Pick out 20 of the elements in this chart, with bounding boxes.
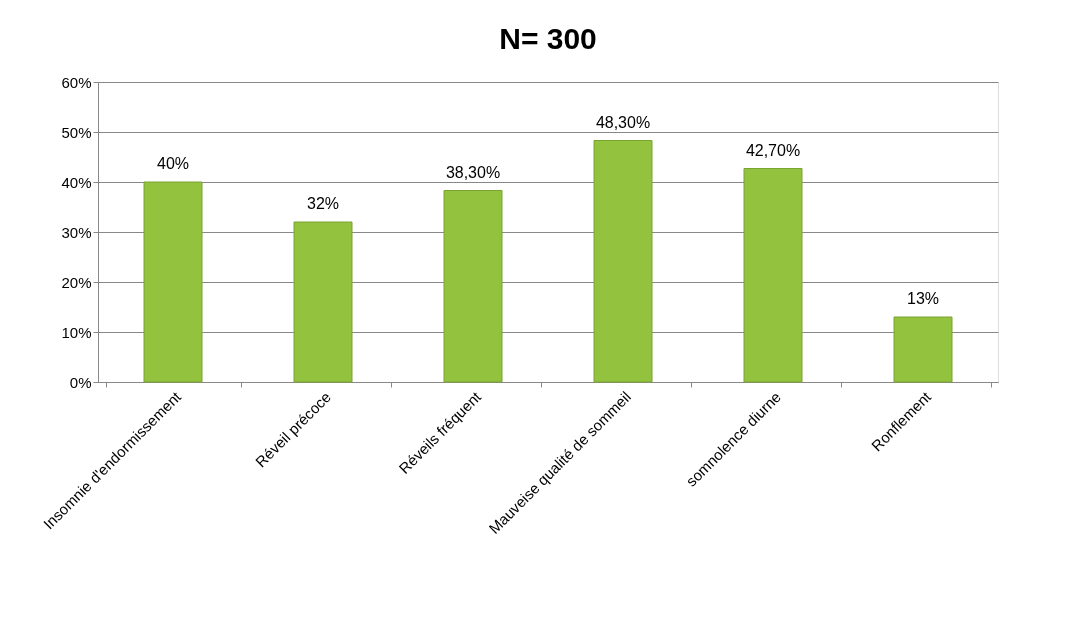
y-tick-label: 30% [61,223,92,241]
y-tick-label: 50% [61,123,92,141]
y-tick-label: 40% [61,173,92,191]
y-tick-label: 0% [69,373,92,391]
y-tick-label: 60% [61,73,92,91]
bar [293,221,353,383]
data-label: 38,30% [445,163,501,181]
data-label: 42,70% [745,141,801,159]
chart-title: N= 300 [499,22,597,55]
data-label: 32% [306,195,340,212]
bar [143,181,203,383]
data-label: 13% [906,290,940,307]
data-label: 48,30% [595,113,651,131]
bar [743,168,803,383]
data-label: 40% [156,155,190,172]
bar [893,316,953,383]
y-tick-label: 20% [61,273,92,291]
bar [443,190,503,383]
bar [593,140,653,383]
y-tick-label: 10% [61,323,92,341]
